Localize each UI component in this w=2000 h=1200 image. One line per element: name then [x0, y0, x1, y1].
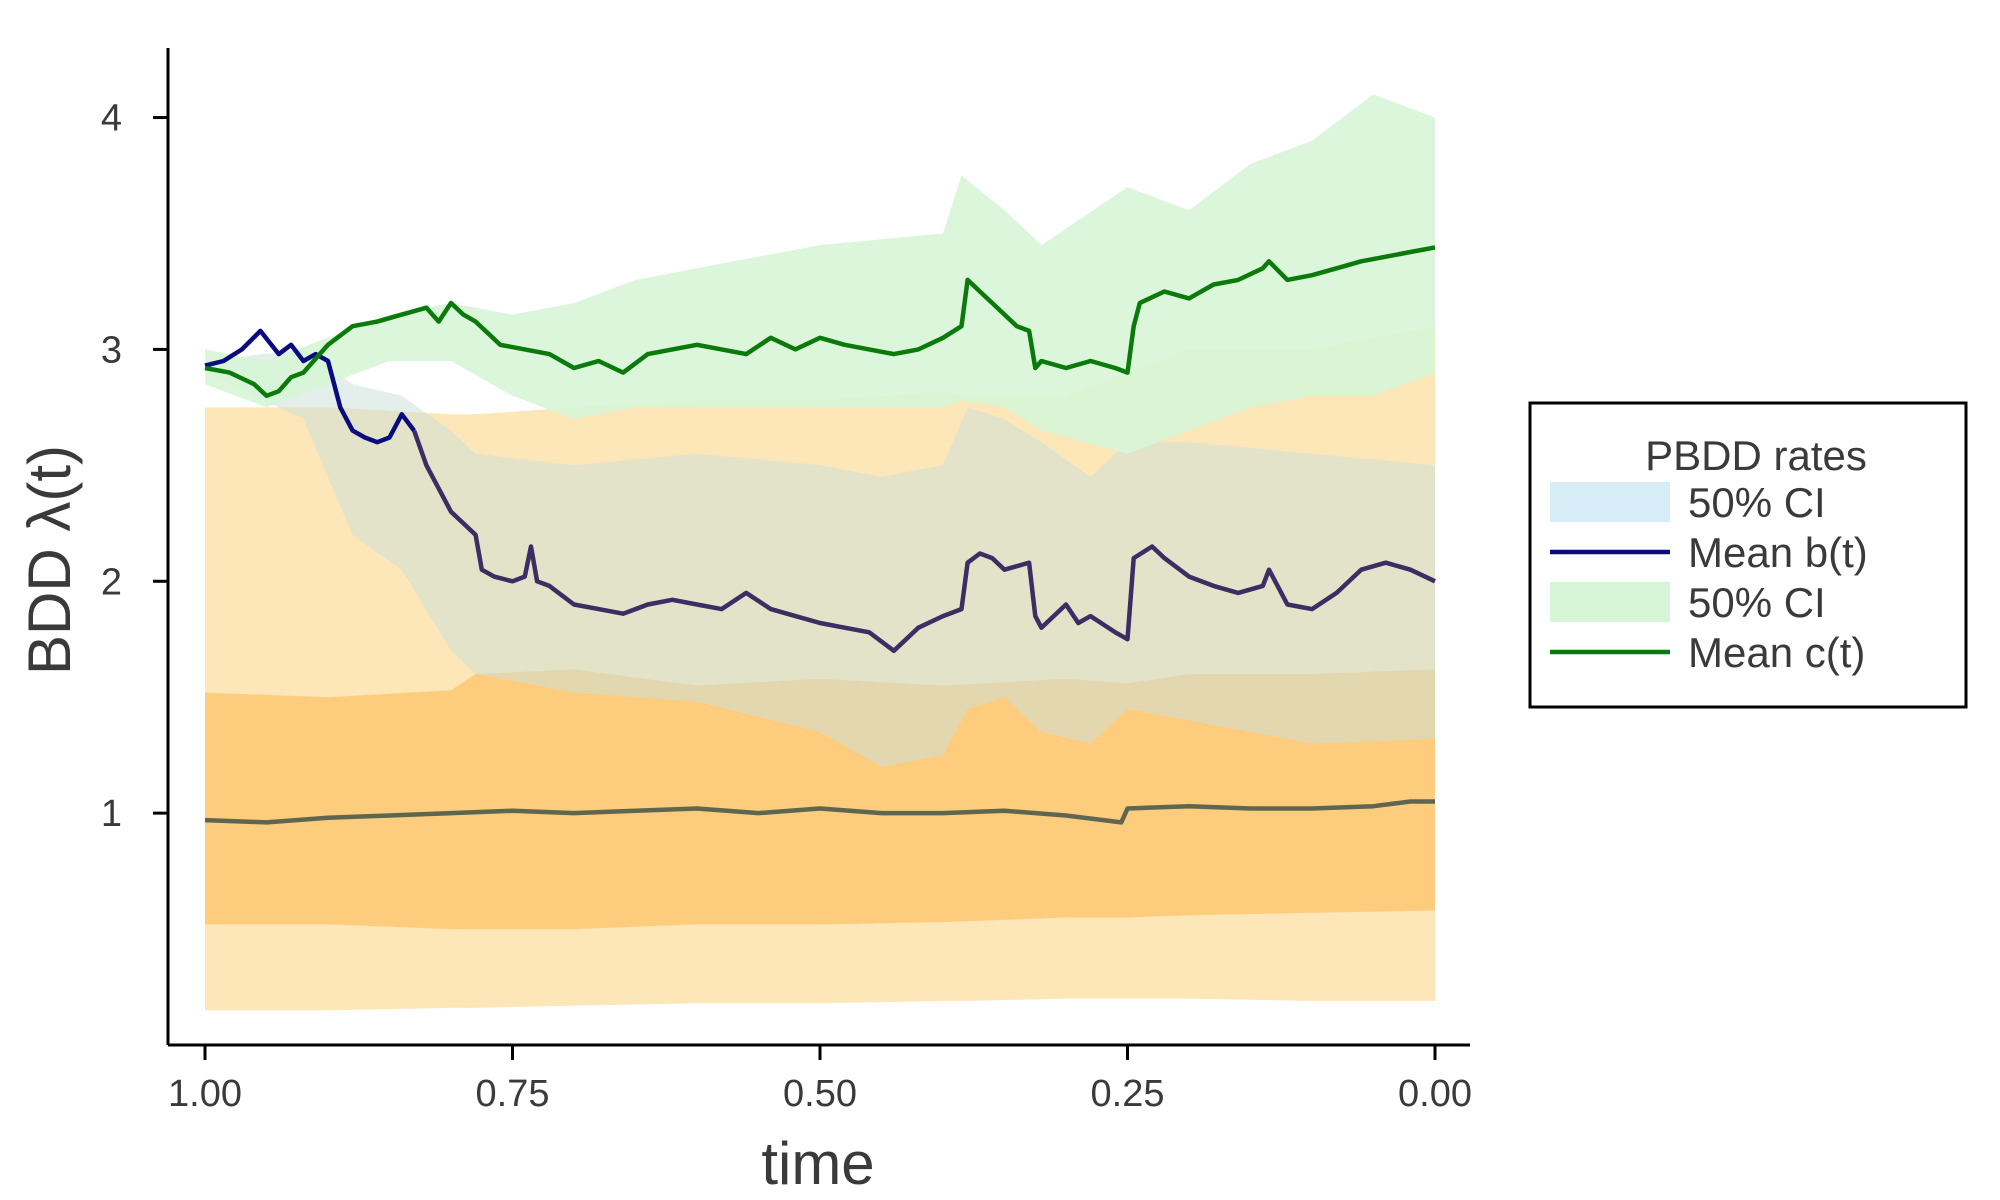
- x-tick-label: 1.00: [168, 1073, 242, 1115]
- y-tick-label: 1: [101, 793, 122, 835]
- x-ticks: 1.00 0.75 0.50 0.25 0.00: [168, 1045, 1472, 1115]
- x-tick-label: 0.50: [783, 1073, 857, 1115]
- legend-swatch-band: [1550, 582, 1670, 622]
- legend-label: Mean b(t): [1688, 529, 1868, 576]
- y-axis: 1 2 3 4: [101, 48, 170, 1045]
- y-tick-label: 4: [101, 98, 122, 140]
- y-tick-label: 3: [101, 329, 122, 371]
- legend-label: 50% CI: [1688, 479, 1826, 526]
- legend-box: [1528, 401, 1968, 709]
- y-axis-title: BDD λ(t): [16, 445, 83, 675]
- series-lines: [204, 245, 1436, 825]
- y-tick-label: 2: [101, 561, 122, 603]
- legend-title: PBDD rates: [1645, 432, 1867, 479]
- y-ticks: 1 2 3 4: [101, 98, 168, 835]
- legend-label: Mean c(t): [1688, 629, 1865, 676]
- x-tick-label: 0.75: [476, 1073, 550, 1115]
- legend-swatch-band: [1550, 482, 1670, 522]
- series-mu-mean: [204, 799, 1435, 825]
- x-axis-title: time: [761, 1130, 874, 1197]
- series-mean-b-t: [204, 328, 416, 445]
- series-b-mean-overlap: [411, 429, 1436, 654]
- x-tick-label: 0.25: [1091, 1073, 1165, 1115]
- confidence-bands: [205, 94, 1435, 1011]
- band-speciation-inner: [205, 669, 1435, 930]
- series-mean-c-t: [204, 245, 1436, 399]
- x-tick-label: 0.00: [1398, 1073, 1472, 1115]
- legend-label: 50% CI: [1688, 579, 1826, 626]
- x-axis: 1.00 0.75 0.50 0.25 0.00: [168, 1043, 1472, 1115]
